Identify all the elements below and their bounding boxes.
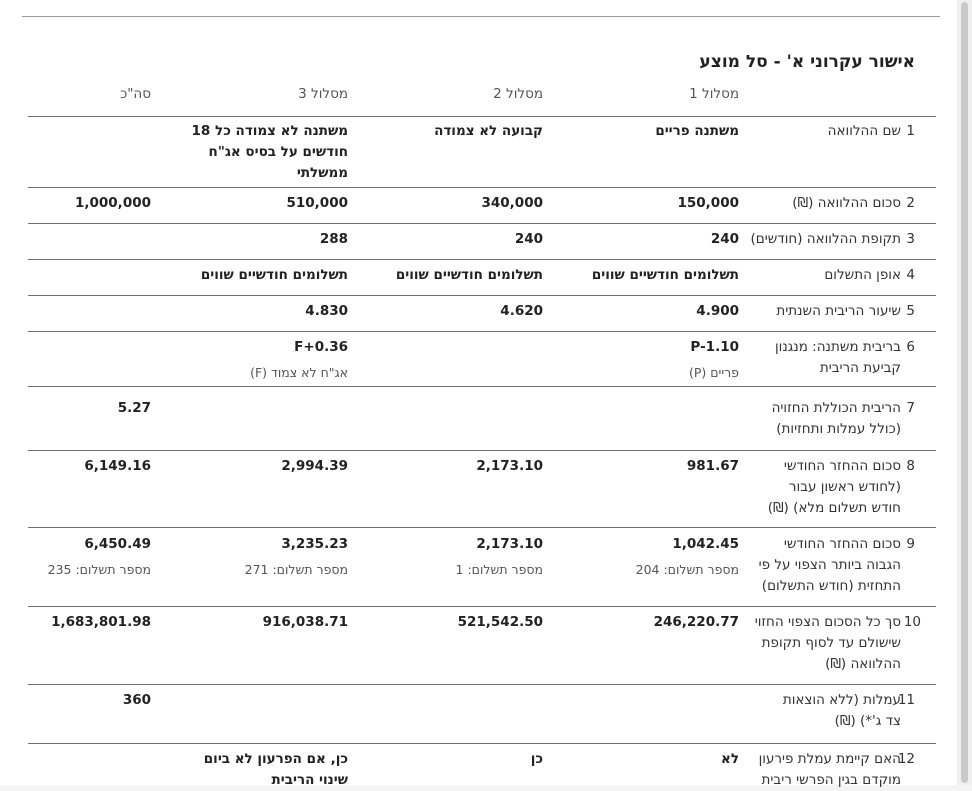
column-header-track-1: מסלול 1 [689,86,739,102]
row-divider [28,187,936,188]
document-title: אישור עקרוני א' - סל מוצע [699,52,915,72]
column-header-track-3: מסלול 3 [298,86,348,102]
interest-rate-track-3: 4.830 [305,303,348,319]
monthly-payment-track-2: 2,173.10 [476,458,543,474]
vertical-scrollbar[interactable] [957,0,972,785]
prepayment-fee-track-3: כן, אם הפרעון לא ביום שינוי הריבית [203,751,348,788]
monthly-payment-track-1: 981.67 [686,458,739,474]
total-repayment-total: 1,683,801.98 [51,614,151,630]
row-number: 1 [906,123,915,139]
row-number: 12 [897,751,915,767]
row-divider [28,116,936,117]
row-divider [28,295,936,296]
interest-rate-track-1: 4.900 [696,303,739,319]
row-number: 9 [906,536,915,552]
row-label: שם ההלוואה [827,123,901,139]
row-label: תקופת ההלוואה (חודשים) [750,231,901,247]
row-divider [28,331,936,332]
top-divider [22,16,940,17]
rate-mechanism-track-1: P-1.10 פריים (P) [688,339,739,380]
loan-name-track-3: משתנה לא צמודה כל 18 חודשים על בסיס אג"ח… [191,123,348,181]
prepayment-fee-track-2: כן [530,751,543,767]
loan-amount-track-1: 150,000 [677,195,740,211]
row-number: 7 [906,400,915,416]
row-divider [28,684,936,685]
prepayment-fee-track-1: לא [721,751,739,767]
row-number: 11 [897,692,915,708]
row-label: עמלות (ללא הוצאות צד ג'*) (₪) [782,692,901,729]
row-divider [28,386,936,387]
max-payment-track-3: 3,235.23 מספר תשלום: 271 [244,536,348,577]
row-label: שיעור הריבית השנתית [776,303,901,319]
row-divider [28,223,936,224]
payment-method-track-2: תשלומים חודשיים שווים [395,267,543,283]
row-label: סך כל הסכום הצפוי החזוי שישולם עד לסוף ת… [754,614,901,672]
payment-method-track-3: תשלומים חודשיים שווים [200,267,348,283]
loan-term-track-3: 288 [319,231,348,247]
monthly-payment-total: 6,149.16 [84,458,151,474]
row-label: בריבית משתנה: מנגנון קביעת הריבית [774,339,901,376]
row-label: סכום ההחזר החודשי (לחודש ראשון עבור חודש… [767,458,901,516]
column-header-total: סה"כ [120,86,151,102]
max-payment-total: 6,450.49 מספר תשלום: 235 [47,536,151,577]
loan-amount-track-2: 340,000 [481,195,544,211]
payment-method-track-1: תשלומים חודשיים שווים [591,267,739,283]
row-label: אופן התשלום [824,267,901,283]
row-divider [28,606,936,607]
row-label: האם קיימת עמלת פירעון מוקדם בגין הפרשי ר… [758,751,901,788]
row-number: 2 [906,195,915,211]
column-header-track-2: מסלול 2 [493,86,543,102]
fees-total: 360 [122,692,151,708]
loan-name-track-1: משתנה פריים [655,123,739,139]
monthly-payment-track-3: 2,994.39 [281,458,348,474]
row-divider [28,259,936,260]
interest-rate-track-2: 4.620 [500,303,543,319]
row-number: 3 [906,231,915,247]
row-divider [28,450,936,451]
row-divider [28,527,936,528]
loan-term-track-2: 240 [514,231,543,247]
row-number: 4 [906,267,915,283]
row-label: סכום ההלוואה (₪) [792,195,901,211]
row-label: סכום ההחזר החודשי הגבוה ביותר הצפוי על פ… [758,536,901,594]
total-repayment-track-1: 246,220.77 [653,614,739,630]
loan-amount-track-3: 510,000 [286,195,349,211]
scrollbar-thumb[interactable] [961,2,968,783]
row-number: 5 [906,303,915,319]
max-payment-track-2: 2,173.10 מספר תשלום: 1 [455,536,543,577]
loan-amount-total: 1,000,000 [74,195,151,211]
rate-mechanism-track-3: F+0.36 אג"ח לא צמוד (F) [250,339,348,380]
loan-name-track-2: קבועה לא צמודה [434,123,543,139]
total-repayment-track-2: 521,542.50 [457,614,543,630]
row-number: 10 [903,614,921,630]
row-divider [28,743,936,744]
total-effective-rate: 5.27 [117,400,151,416]
row-label: הריבית הכוללת החזויה (כולל עמלות ותחזיות… [771,400,901,437]
row-number: 6 [906,339,915,355]
total-repayment-track-3: 916,038.71 [262,614,348,630]
loan-term-track-1: 240 [710,231,739,247]
row-number: 8 [906,458,915,474]
max-payment-track-1: 1,042.45 מספר תשלום: 204 [635,536,739,577]
